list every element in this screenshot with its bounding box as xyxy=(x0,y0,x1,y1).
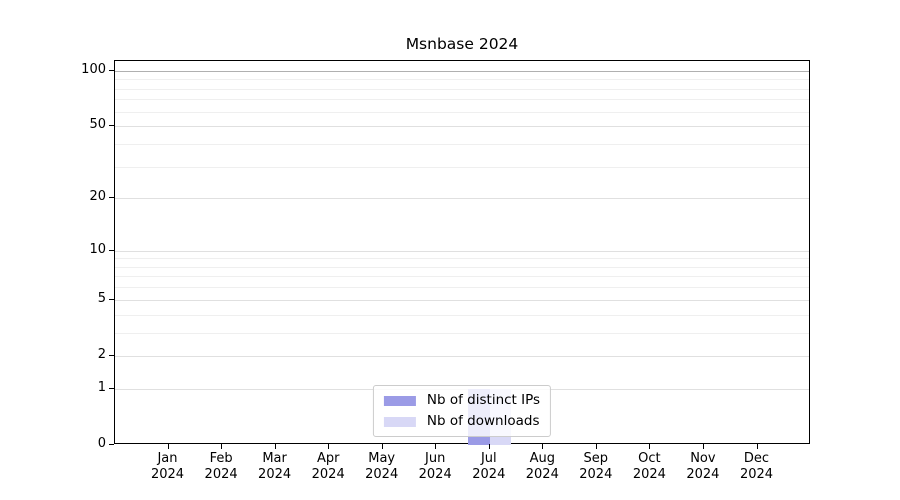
month-label: Oct xyxy=(638,451,661,466)
x-axis-tick-label: Mar 2024 xyxy=(243,451,307,483)
year-label: 2024 xyxy=(150,467,185,482)
month-label: Nov xyxy=(690,451,716,466)
year-label: 2024 xyxy=(204,467,238,482)
gridline xyxy=(115,88,809,90)
year-label: 2024 xyxy=(311,467,345,482)
year-label: 2024 xyxy=(418,467,452,482)
gridline xyxy=(115,314,809,316)
x-axis-tick xyxy=(488,444,490,449)
year-label: 2024 xyxy=(579,467,613,482)
legend: Nb of distinct IPs Nb of downloads xyxy=(372,385,552,437)
x-axis-tick-label: Feb 2024 xyxy=(189,451,253,483)
gridline xyxy=(115,126,809,128)
x-axis-tick xyxy=(381,444,383,449)
year-label: 2024 xyxy=(472,467,506,482)
x-axis-tick xyxy=(328,444,330,449)
gridline xyxy=(115,287,809,289)
gridline xyxy=(115,299,809,301)
month-label: Sep xyxy=(583,451,609,466)
x-axis-tick-label: Jun 2024 xyxy=(403,451,467,483)
year-label: 2024 xyxy=(258,467,292,482)
month-label: May xyxy=(368,451,396,466)
x-axis-tick xyxy=(221,444,223,449)
x-axis-tick xyxy=(649,444,651,449)
x-axis-tick xyxy=(595,444,597,449)
gridline xyxy=(115,198,809,200)
month-label: Jan xyxy=(157,451,178,466)
gridline xyxy=(115,250,809,252)
plot-area: Nb of distinct IPs Nb of downloads xyxy=(114,60,810,445)
x-axis-tick-label: Jan 2024 xyxy=(136,451,200,483)
month-label: Mar xyxy=(262,451,287,466)
year-label: 2024 xyxy=(739,467,774,482)
y-axis-tick-label: 1 xyxy=(97,379,106,395)
gridline xyxy=(115,332,809,334)
gridline xyxy=(115,166,809,168)
month-label: Dec xyxy=(743,451,770,466)
year-label: 2024 xyxy=(686,467,720,482)
gridline xyxy=(115,111,809,113)
month-label: Feb xyxy=(209,451,233,466)
x-axis-tick xyxy=(542,444,544,449)
x-axis-tick-label: Jul 2024 xyxy=(457,451,521,483)
y-axis-tick xyxy=(109,249,114,251)
x-axis-tick xyxy=(167,444,169,449)
y-axis-tick-label: 50 xyxy=(89,117,106,133)
gridline xyxy=(115,266,809,268)
y-axis-tick xyxy=(109,298,114,300)
y-axis-tick-label: 2 xyxy=(97,346,106,362)
month-label: Apr xyxy=(316,451,340,466)
y-axis-tick-label: 20 xyxy=(89,189,106,205)
y-axis-tick xyxy=(109,69,114,71)
legend-entry-label: Nb of downloads xyxy=(426,413,540,429)
x-axis-tick-label: Apr 2024 xyxy=(296,451,360,483)
legend-entry-label: Nb of distinct IPs xyxy=(426,392,541,408)
y-axis-tick xyxy=(109,444,114,445)
x-axis-tick-label: Oct 2024 xyxy=(617,451,681,483)
x-axis-tick xyxy=(274,444,276,449)
legend-swatch xyxy=(383,416,416,427)
month-label: Jun xyxy=(425,451,446,466)
gridline xyxy=(115,70,809,72)
legend-entry: Nb of distinct IPs xyxy=(383,390,541,411)
y-axis-tick-label: 5 xyxy=(97,290,106,306)
y-axis-tick-label: 0 xyxy=(97,436,106,451)
x-axis-tick xyxy=(756,444,758,449)
y-axis-tick xyxy=(109,354,114,356)
gridline xyxy=(115,143,809,145)
x-axis-tick xyxy=(702,444,704,449)
month-label: Jul xyxy=(480,451,497,466)
gridline xyxy=(115,258,809,260)
legend-swatch xyxy=(383,395,416,406)
gridline xyxy=(115,276,809,278)
x-axis-tick-label: Aug 2024 xyxy=(510,451,574,483)
x-axis-tick-label: Nov 2024 xyxy=(671,451,735,483)
y-axis-tick-label: 100 xyxy=(81,61,106,77)
month-label: Aug xyxy=(529,451,555,466)
year-label: 2024 xyxy=(365,467,399,482)
year-label: 2024 xyxy=(632,467,666,482)
x-axis-tick-label: May 2024 xyxy=(350,451,414,483)
gridline xyxy=(115,79,809,81)
gridline xyxy=(115,99,809,101)
y-axis-tick-label: 10 xyxy=(89,241,106,257)
legend-entry: Nb of downloads xyxy=(383,411,541,432)
gridline xyxy=(115,355,809,357)
x-axis-tick-label: Sep 2024 xyxy=(564,451,628,483)
x-axis-tick xyxy=(435,444,437,449)
year-label: 2024 xyxy=(525,467,559,482)
chart-title: Msnbase 2024 xyxy=(405,35,519,53)
y-axis-tick xyxy=(109,387,114,389)
y-axis-tick xyxy=(109,197,114,199)
x-axis-tick-label: Dec 2024 xyxy=(725,451,789,483)
y-axis-tick xyxy=(109,125,114,127)
